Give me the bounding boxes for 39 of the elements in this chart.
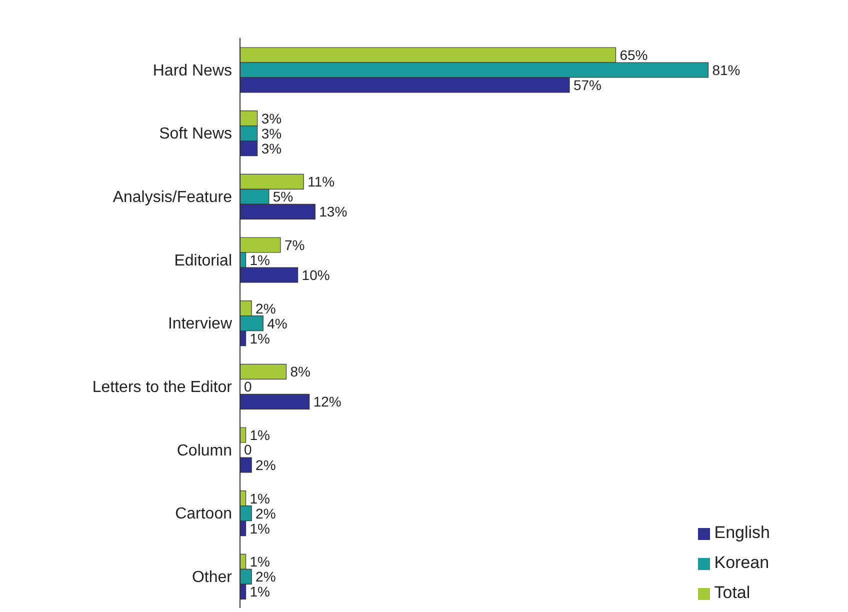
data-label: 2% xyxy=(256,457,276,473)
data-label: 7% xyxy=(284,237,305,253)
data-label: 10% xyxy=(302,267,330,283)
data-label: 1% xyxy=(250,520,270,536)
data-label: 81% xyxy=(712,62,740,78)
data-label: 0 xyxy=(244,442,252,458)
data-label: 8% xyxy=(290,364,310,380)
data-label: 0 xyxy=(244,378,252,394)
data-label: 1% xyxy=(250,252,270,268)
data-label: 3% xyxy=(261,110,282,126)
y-tick-label: Hard News xyxy=(152,62,232,80)
legend-label: English xyxy=(714,523,770,542)
y-tick-label: Analysis/Feature xyxy=(112,189,232,206)
data-label: 2% xyxy=(256,300,276,316)
y-tick-label: Cartoon xyxy=(175,506,232,523)
data-label: 4% xyxy=(267,315,288,332)
data-label: 1% xyxy=(250,427,270,443)
data-label: 65% xyxy=(620,47,648,63)
data-label: 1% xyxy=(250,554,270,570)
data-label: 12% xyxy=(313,394,342,410)
data-label: 1% xyxy=(250,584,270,600)
data-label: 5% xyxy=(272,188,294,205)
data-label: 13% xyxy=(319,204,348,220)
y-tick-label: Editorial xyxy=(174,252,232,270)
legend-label: Total xyxy=(714,583,750,602)
data-label: 11% xyxy=(308,174,335,190)
y-tick-label: Soft News xyxy=(159,126,232,143)
data-label: 2% xyxy=(256,568,276,585)
data-label: 2% xyxy=(256,505,276,522)
y-tick-label: Letters to the Editor xyxy=(92,379,233,396)
data-label: 1% xyxy=(250,330,270,346)
data-label: 1% xyxy=(250,490,270,506)
y-tick-label: Column xyxy=(176,442,232,460)
data-label: 3% xyxy=(261,140,282,156)
data-label: 57% xyxy=(574,77,602,93)
y-tick-label: Other xyxy=(192,569,233,586)
legend-label: Korean xyxy=(714,553,770,572)
data-label: 3% xyxy=(261,125,282,142)
y-tick-label: Interview xyxy=(168,316,232,333)
